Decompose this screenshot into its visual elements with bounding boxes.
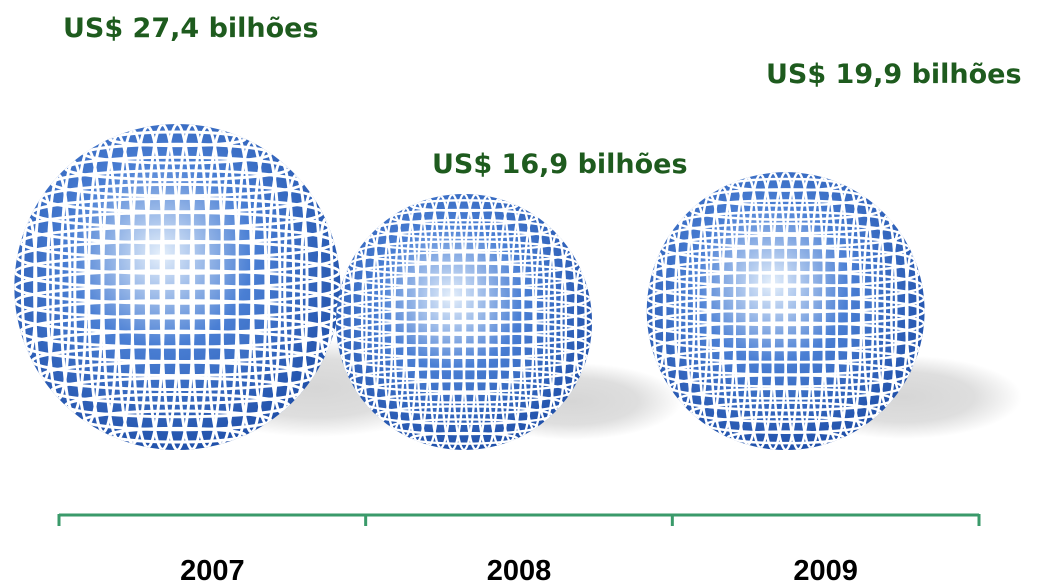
timeline-axis [57, 513, 981, 526]
year-label-2008: 2008 [487, 555, 552, 585]
sphere-2008 [335, 193, 593, 451]
value-label-2008: US$ 16,9 bilhões [432, 149, 688, 180]
year-labels: 2007 2008 2009 [180, 555, 858, 585]
value-label-2007: US$ 27,4 bilhões [63, 13, 319, 44]
value-labels: US$ 27,4 bilhões US$ 16,9 bilhões US$ 19,9… [63, 13, 1022, 180]
sphere-2007 [14, 124, 341, 450]
year-label-2009: 2009 [793, 555, 858, 585]
sphere-2009 [646, 172, 925, 450]
value-label-2009: US$ 19,9 bilhões [766, 59, 1022, 90]
year-label-2007: 2007 [180, 555, 245, 585]
